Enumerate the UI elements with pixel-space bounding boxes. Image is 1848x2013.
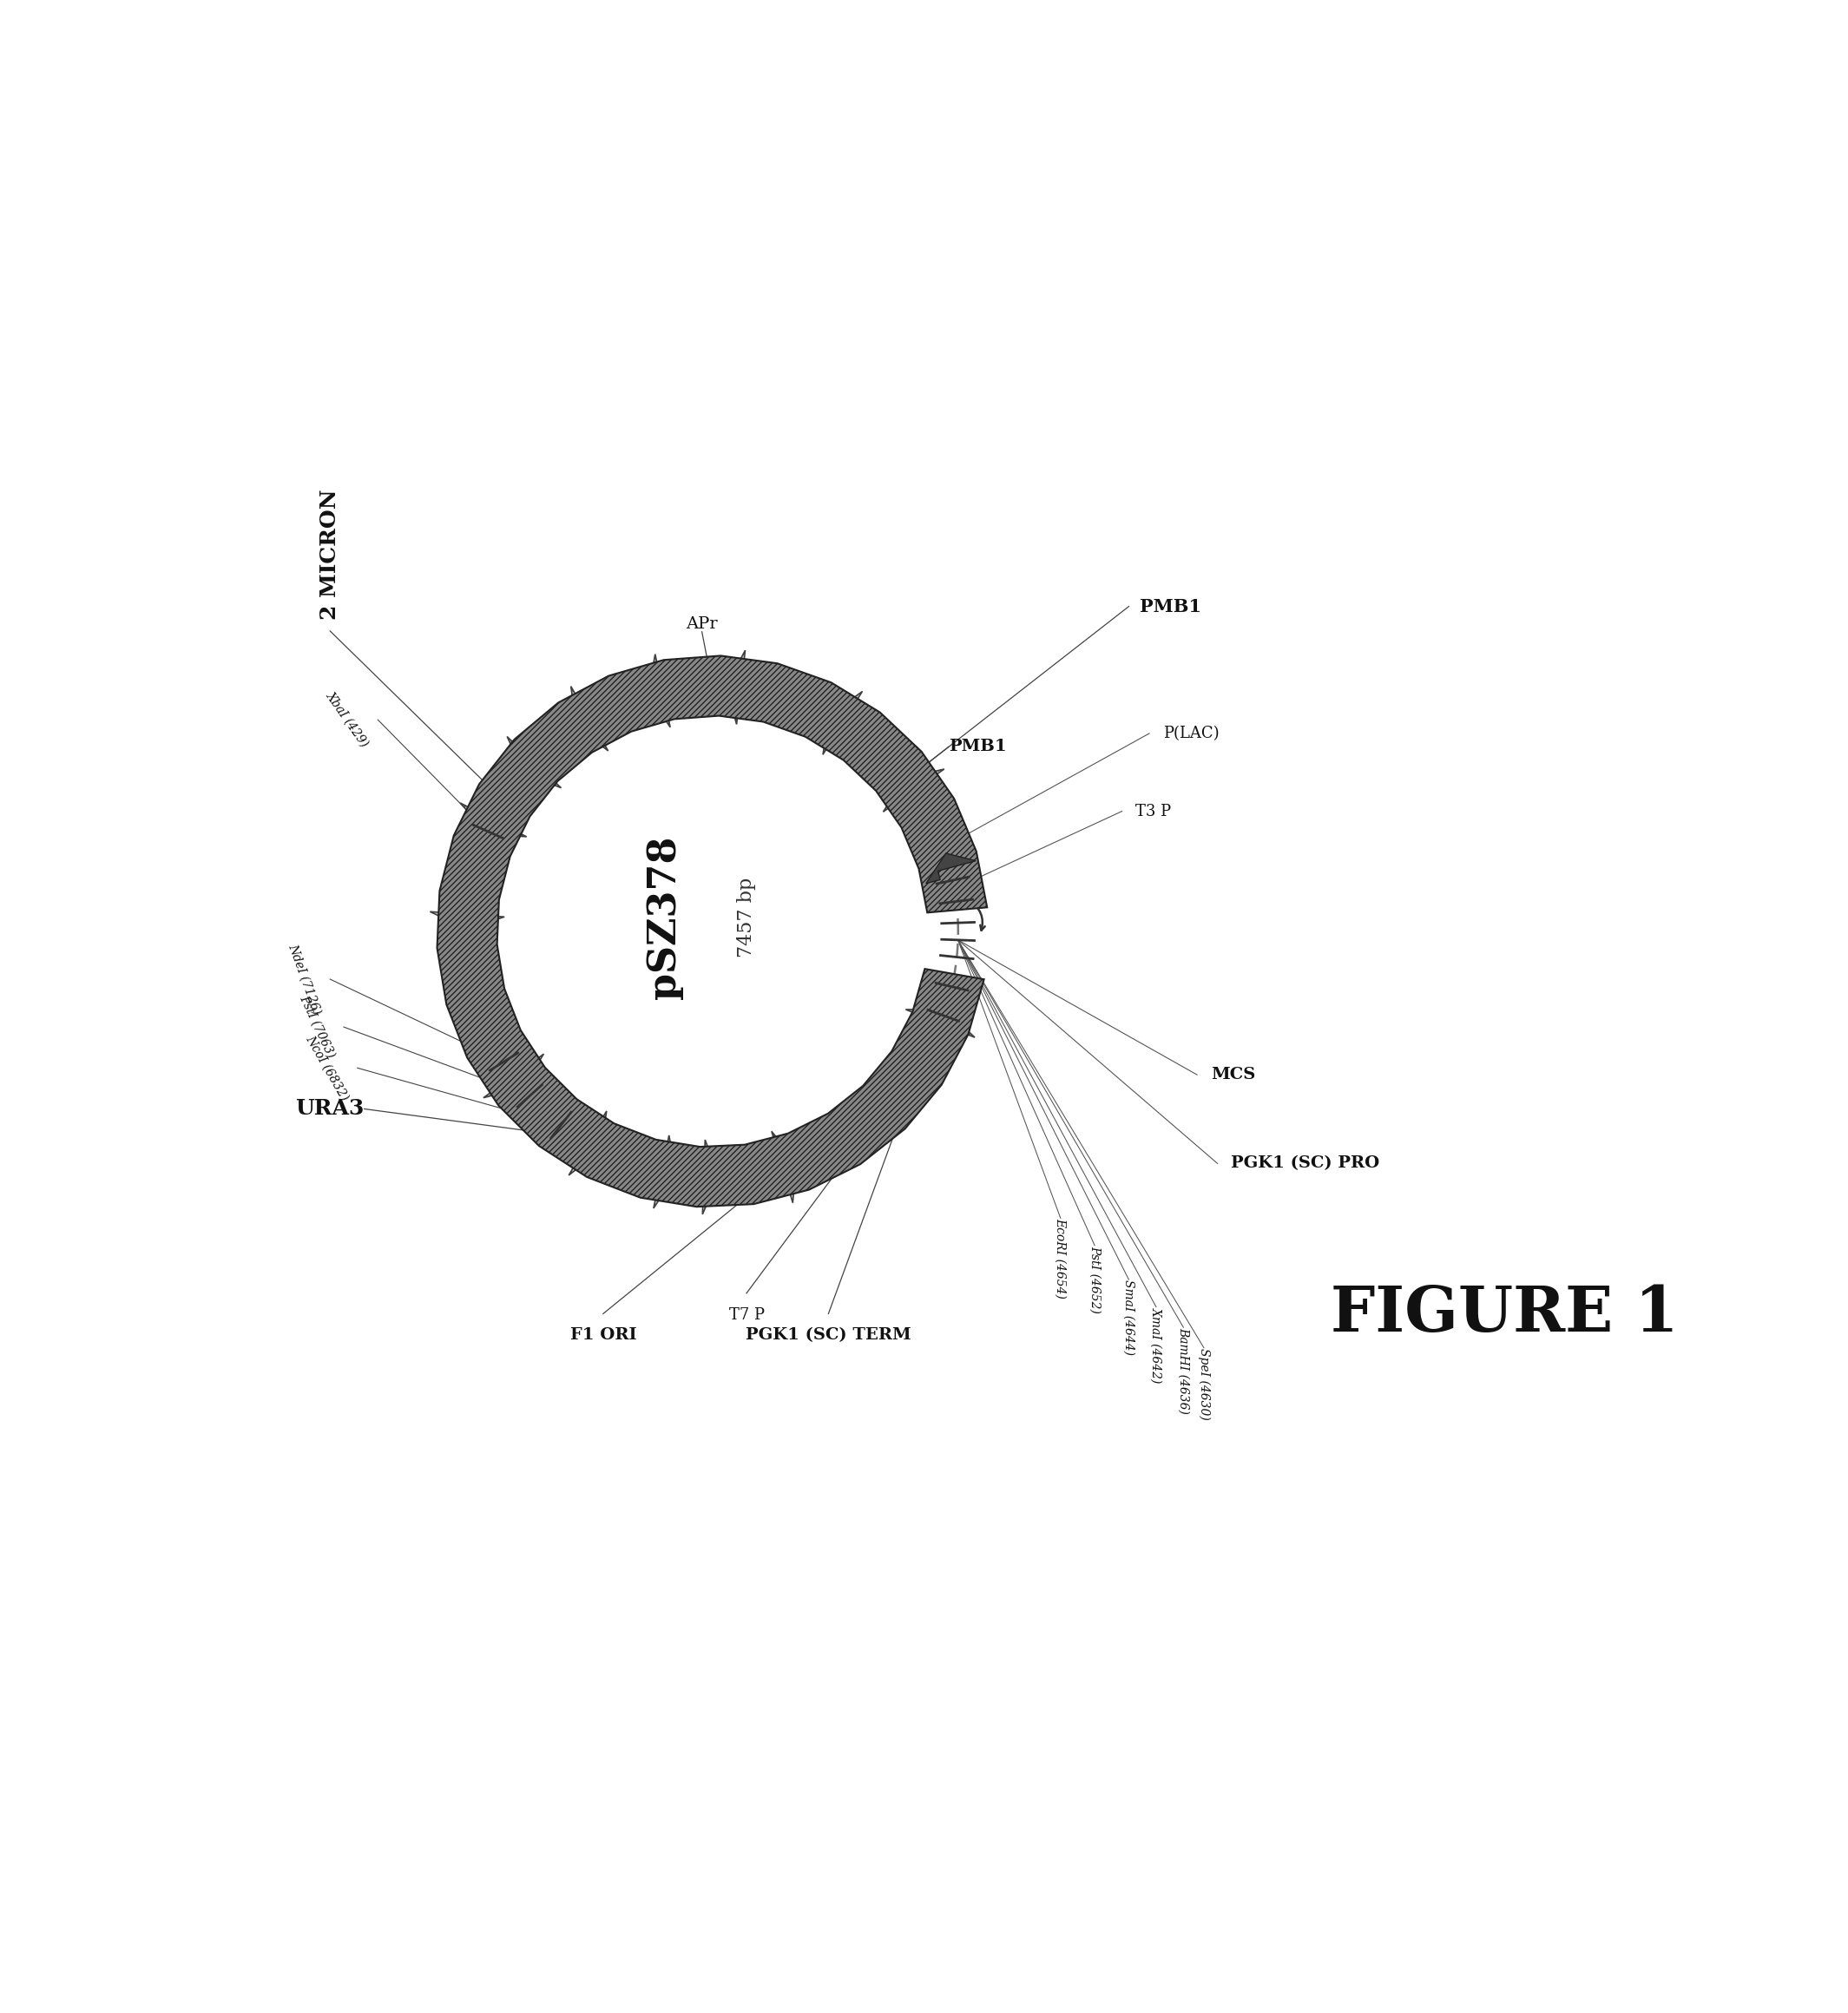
Text: EcoRI (4654): EcoRI (4654) [1055,1218,1066,1298]
Text: FIGURE 1: FIGURE 1 [1331,1282,1678,1345]
Text: BamHI (4636): BamHI (4636) [1177,1327,1190,1413]
Text: pSZ378: pSZ378 [647,835,684,1000]
Text: XbaI (429): XbaI (429) [323,690,371,749]
Text: PGK1 (SC) TERM: PGK1 (SC) TERM [747,1327,911,1343]
Text: URA3: URA3 [296,1099,364,1119]
Text: P(LAC): P(LAC) [1162,725,1220,741]
Text: SmaI (4644): SmaI (4644) [1124,1280,1135,1355]
Text: MCS: MCS [1210,1067,1255,1083]
Text: 2 MICRON: 2 MICRON [320,489,340,620]
Polygon shape [649,654,743,727]
Text: PstI (4652): PstI (4652) [1088,1246,1101,1312]
Polygon shape [883,769,970,884]
Text: T3 P: T3 P [1137,803,1172,819]
Text: PGK1 (SC) PRO: PGK1 (SC) PRO [1231,1155,1380,1172]
Text: PMB1: PMB1 [1140,598,1201,616]
Polygon shape [926,854,976,884]
Polygon shape [822,690,928,801]
Text: NdeI (7126): NdeI (7126) [286,942,323,1017]
Polygon shape [460,751,547,837]
Text: T7 P: T7 P [728,1306,765,1323]
Polygon shape [702,1139,787,1214]
Polygon shape [726,650,824,725]
Text: SpeI (4630): SpeI (4630) [1198,1349,1210,1419]
Text: XmaI (4642): XmaI (4642) [1149,1306,1162,1383]
Text: PstI (7063): PstI (7063) [298,994,336,1061]
Text: PMB1: PMB1 [948,739,1007,755]
Polygon shape [431,829,505,930]
Text: F1 ORI: F1 ORI [569,1327,636,1343]
Polygon shape [514,1081,606,1176]
Polygon shape [458,990,543,1097]
Polygon shape [506,703,599,787]
Polygon shape [438,656,987,1206]
Polygon shape [571,672,667,751]
Text: 7457 bp: 7457 bp [737,878,756,958]
Polygon shape [881,1009,974,1107]
Polygon shape [772,1117,863,1204]
Text: APr: APr [686,616,717,632]
Polygon shape [578,1127,676,1208]
Text: NcoI (6832): NcoI (6832) [303,1033,351,1103]
